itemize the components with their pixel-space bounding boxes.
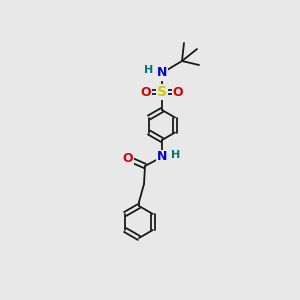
Text: H: H <box>144 65 154 75</box>
Text: N: N <box>157 67 167 80</box>
Text: S: S <box>157 85 167 99</box>
Text: O: O <box>173 85 183 98</box>
Text: O: O <box>123 152 133 166</box>
Text: N: N <box>157 151 167 164</box>
Text: H: H <box>171 150 181 160</box>
Text: O: O <box>141 85 151 98</box>
